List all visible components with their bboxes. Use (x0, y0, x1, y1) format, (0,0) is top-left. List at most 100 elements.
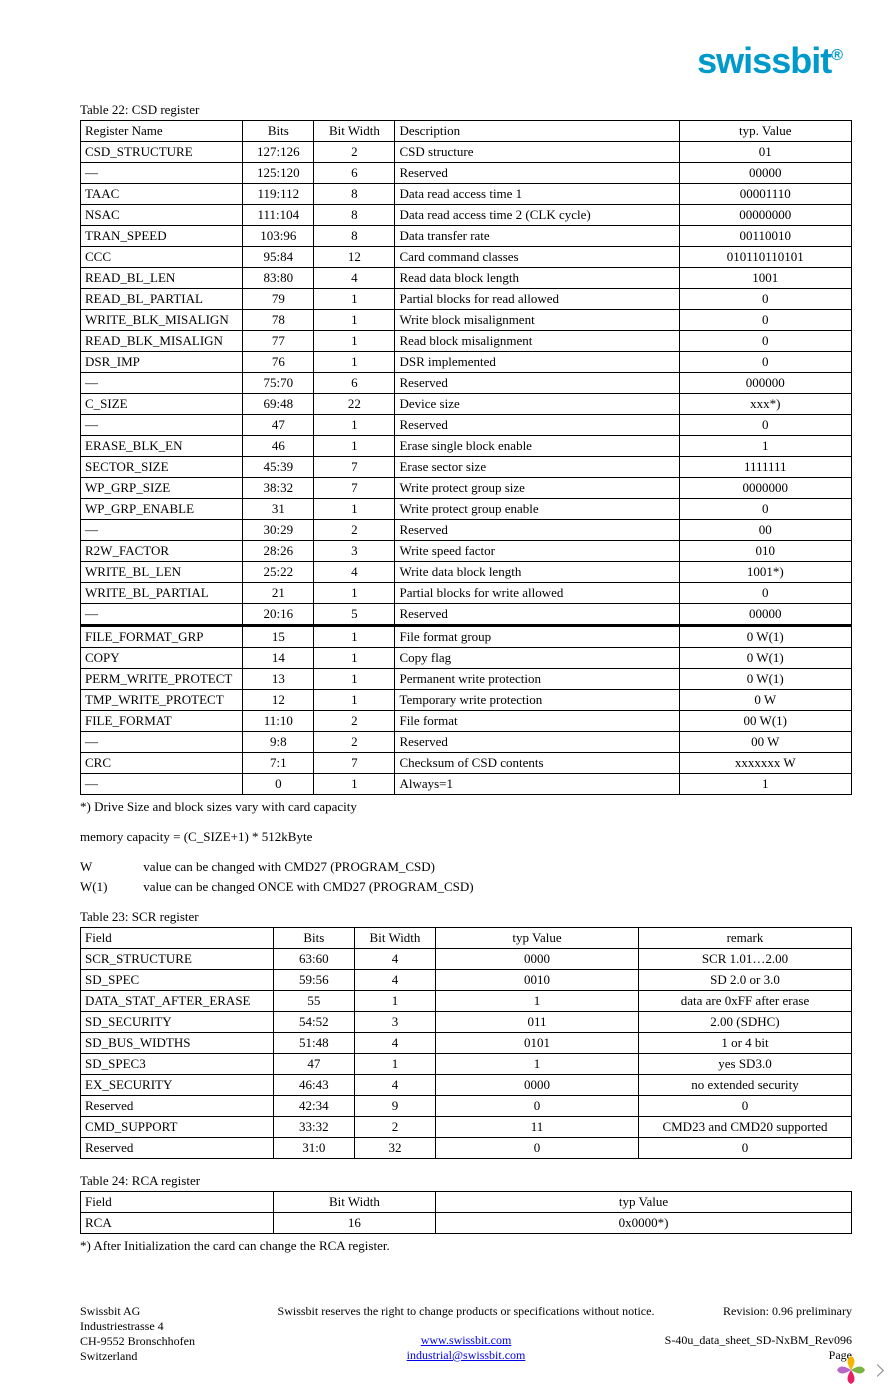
cell-width: 4 (354, 949, 435, 970)
table-row: —30:292Reserved00 (81, 520, 852, 541)
cell-field: SD_SPEC (81, 970, 274, 991)
cell-bits: 14 (243, 648, 314, 669)
cell-bits: 55 (273, 991, 354, 1012)
cell-width: 1 (314, 669, 395, 690)
table-row: Reserved42:34900 (81, 1096, 852, 1117)
cell-width: 1 (314, 499, 395, 520)
cell-val: 1 (436, 1054, 639, 1075)
cell-remark: SD 2.0 or 3.0 (638, 970, 851, 991)
cell-bits: 47 (243, 415, 314, 436)
next-page-icon[interactable] (871, 1364, 884, 1377)
footer-revision: Revision: 0.96 preliminary (665, 1304, 852, 1319)
cell-desc: Reserved (395, 604, 679, 626)
table-row: ERASE_BLK_EN461Erase single block enable… (81, 436, 852, 457)
cell-val: 0 (436, 1138, 639, 1159)
cell-remark: yes SD3.0 (638, 1054, 851, 1075)
table-row: —20:165Reserved00000 (81, 604, 852, 626)
cell-desc: Read block misalignment (395, 331, 679, 352)
cell-name: FILE_FORMAT (81, 711, 243, 732)
cell-bits: 125:120 (243, 163, 314, 184)
cell-name: R2W_FACTOR (81, 541, 243, 562)
cell-remark: 0 (638, 1138, 851, 1159)
cell-width: 1 (314, 310, 395, 331)
col-description: Description (395, 121, 679, 142)
table-row: FILE_FORMAT_GRP151File format group0 W(1… (81, 626, 852, 648)
cell-val: 1111111 (679, 457, 851, 478)
cell-val: 0 (679, 583, 851, 604)
table-row: R2W_FACTOR28:263Write speed factor010 (81, 541, 852, 562)
col-register-name: Register Name (81, 121, 243, 142)
cell-val: 0 (679, 331, 851, 352)
cell-name: TAAC (81, 184, 243, 205)
cell-width: 4 (314, 562, 395, 583)
cell-val: xxxxxxx W (679, 753, 851, 774)
cell-bits: 21 (243, 583, 314, 604)
cell-name: WP_GRP_ENABLE (81, 499, 243, 520)
footer-right: Revision: 0.96 preliminary S-40u_data_sh… (665, 1304, 852, 1363)
cell-desc: Reserved (395, 163, 679, 184)
cell-val: 0 (679, 352, 851, 373)
cell-name: SECTOR_SIZE (81, 457, 243, 478)
cell-desc: Partial blocks for write allowed (395, 583, 679, 604)
viewer-controls (837, 1356, 882, 1384)
footer-docref: S-40u_data_sheet_SD-NxBM_Rev096 (665, 1333, 852, 1348)
cell-name: C_SIZE (81, 394, 243, 415)
cell-bits: 7:1 (243, 753, 314, 774)
cell-name: — (81, 732, 243, 753)
table-row: SD_SPEC34711yes SD3.0 (81, 1054, 852, 1075)
col-bits: Bits (273, 928, 354, 949)
cell-name: — (81, 774, 243, 795)
cell-width: 6 (314, 163, 395, 184)
cell-val: 00000 (679, 604, 851, 626)
table-row: FILE_FORMAT11:102File format00 W(1) (81, 711, 852, 732)
footer-url-link[interactable]: www.swissbit.com (421, 1333, 512, 1347)
scr-register-table: Field Bits Bit Width typ Value remark SC… (80, 927, 852, 1159)
cell-bits: 46 (243, 436, 314, 457)
cell-desc: Data transfer rate (395, 226, 679, 247)
cell-width: 7 (314, 753, 395, 774)
cell-val: 1001*) (679, 562, 851, 583)
col-bit-width: Bit Width (354, 928, 435, 949)
col-typ-value: typ Value (436, 928, 639, 949)
table-row: CRC7:17Checksum of CSD contentsxxxxxxx W (81, 753, 852, 774)
table-row: PERM_WRITE_PROTECT131Permanent write pro… (81, 669, 852, 690)
brand-name: swissbit (697, 40, 831, 81)
cell-name: CSD_STRUCTURE (81, 142, 243, 163)
cell-name: TMP_WRITE_PROTECT (81, 690, 243, 711)
cell-val: 0 (679, 499, 851, 520)
table-row: TAAC119:1128Data read access time 100001… (81, 184, 852, 205)
cell-width: 2 (314, 732, 395, 753)
cell-desc: Permanent write protection (395, 669, 679, 690)
cell-field: RCA (81, 1213, 274, 1234)
cell-bits: 31 (243, 499, 314, 520)
cell-width: 2 (314, 520, 395, 541)
table-row: TMP_WRITE_PROTECT121Temporary write prot… (81, 690, 852, 711)
cell-val: 00 W(1) (679, 711, 851, 732)
cell-width: 8 (314, 205, 395, 226)
cell-width: 1 (314, 626, 395, 648)
cell-desc: Partial blocks for read allowed (395, 289, 679, 310)
legend-w1-label: W(1) (80, 879, 140, 895)
cell-val: 00110010 (679, 226, 851, 247)
cell-bits: 59:56 (273, 970, 354, 991)
cell-val: 0 (679, 310, 851, 331)
cell-remark: 2.00 (SDHC) (638, 1012, 851, 1033)
cell-desc: Always=1 (395, 774, 679, 795)
cell-val: 0x0000*) (436, 1213, 852, 1234)
cell-width: 3 (354, 1012, 435, 1033)
table-header-row: Field Bit Width typ Value (81, 1192, 852, 1213)
cell-width: 2 (354, 1117, 435, 1138)
footer-email-link[interactable]: industrial@swissbit.com (407, 1348, 526, 1362)
cell-width: 32 (354, 1138, 435, 1159)
cell-desc: Reserved (395, 415, 679, 436)
cell-bits: 76 (243, 352, 314, 373)
cell-width: 1 (314, 436, 395, 457)
table-header-row: Register Name Bits Bit Width Description… (81, 121, 852, 142)
cell-width: 4 (354, 1075, 435, 1096)
cell-remark: 1 or 4 bit (638, 1033, 851, 1054)
table-row: WRITE_BLK_MISALIGN781Write block misalig… (81, 310, 852, 331)
cell-name: WRITE_BLK_MISALIGN (81, 310, 243, 331)
cell-bits: 127:126 (243, 142, 314, 163)
cell-bits: 47 (273, 1054, 354, 1075)
cell-desc: Write data block length (395, 562, 679, 583)
